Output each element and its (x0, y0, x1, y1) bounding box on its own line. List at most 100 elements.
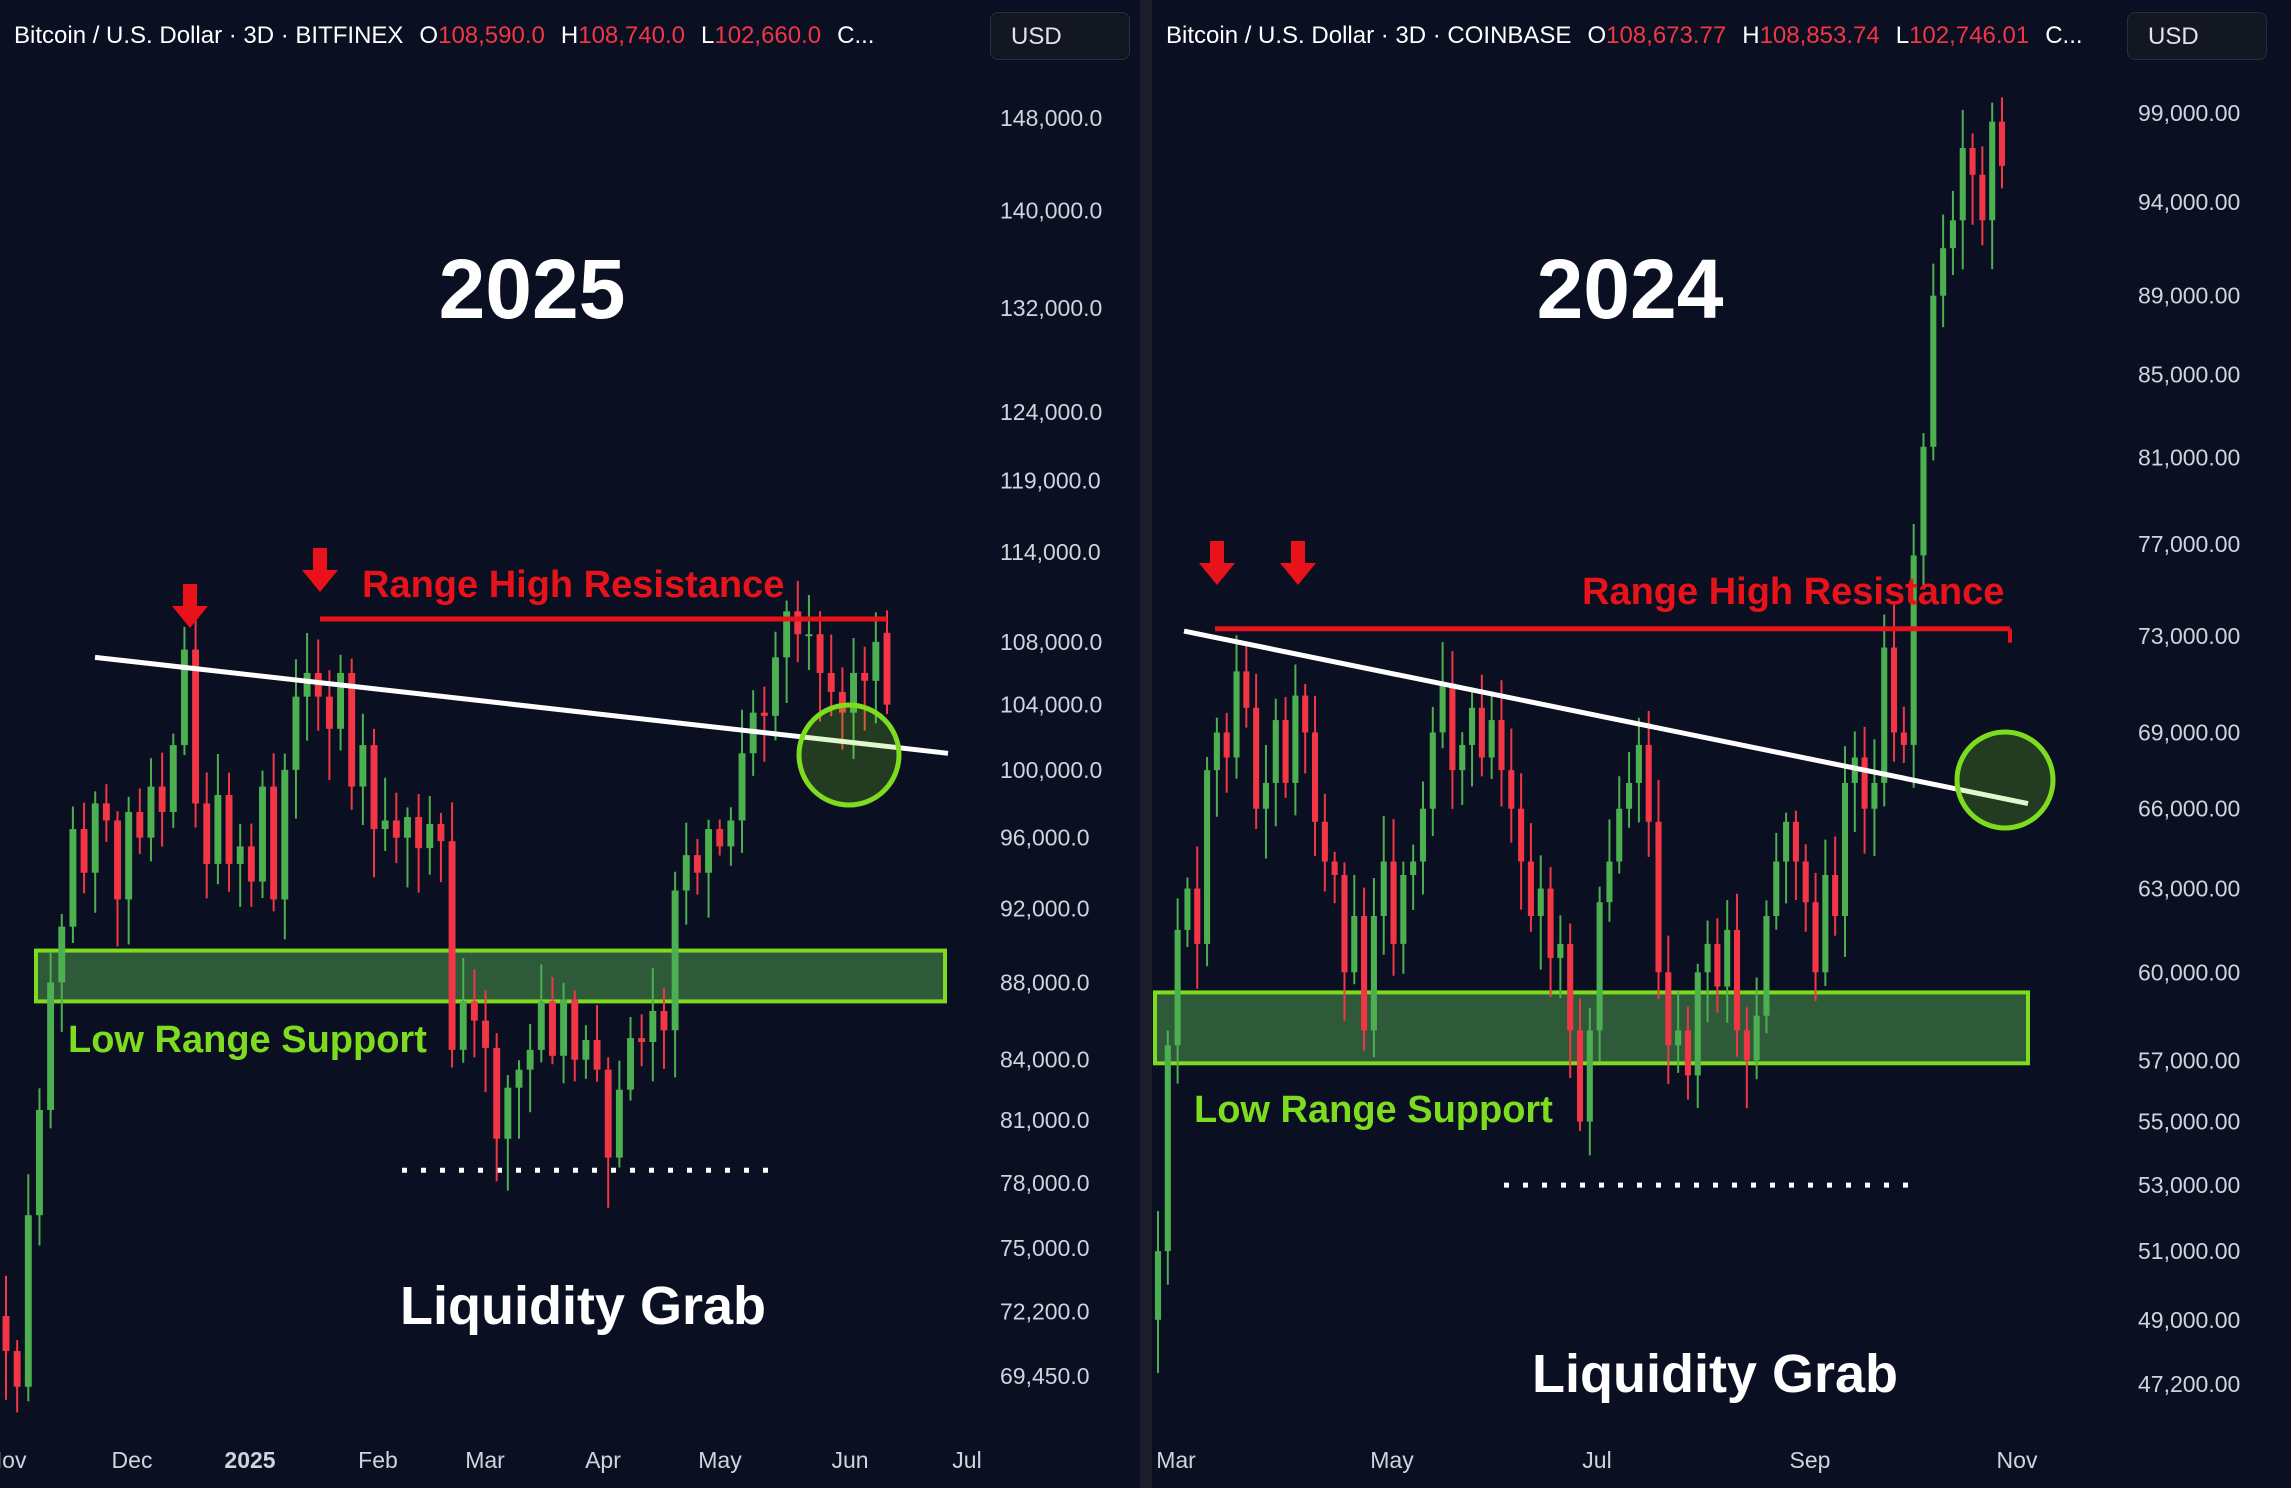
candle-body (482, 1020, 489, 1048)
candle-body (24, 1215, 32, 1387)
down-arrow-icon (172, 584, 208, 628)
y-axis-tick-label: 55,000.00 (2138, 1109, 2240, 1135)
liquidity-grab-label: Liquidity Grab (400, 1276, 766, 1336)
close-label: C... (837, 22, 875, 49)
candle-body (1900, 732, 1907, 745)
y-axis-tick-label: 77,000.00 (2138, 531, 2240, 557)
y-axis-tick-label: 81,000.0 (1000, 1107, 1090, 1133)
candle-body (1223, 732, 1230, 758)
candle-body (381, 820, 389, 830)
candle-body (459, 1001, 467, 1050)
candle-body (426, 823, 434, 849)
candle-body (214, 794, 222, 864)
y-axis-tick-label: 96,000.0 (1000, 825, 1090, 851)
candle-body (1792, 821, 1799, 862)
y-axis-tick-label: 108,000.0 (1000, 629, 1102, 655)
currency-button[interactable]: USD (2127, 12, 2267, 60)
candle-body (1361, 916, 1368, 1031)
x-axis-tick-label: Nov (0, 1447, 27, 1473)
liquidity-grab-label: Liquidity Grab (1532, 1344, 1898, 1404)
chart-title: 2025 (439, 242, 626, 336)
candle-body (760, 712, 768, 716)
candle-body (1459, 744, 1466, 771)
y-axis-tick-label: 47,200.00 (2138, 1371, 2240, 1397)
candle-body (1733, 929, 1741, 1031)
candle-body (1311, 732, 1319, 822)
high-label: H (1742, 22, 1760, 49)
candle-body (1694, 972, 1701, 1076)
candle-body (1449, 683, 1456, 771)
candle-body (1243, 671, 1250, 708)
y-axis-tick-label: 114,000.0 (1000, 539, 1101, 565)
candle-body (1518, 808, 1525, 862)
range-high-resistance-label: Range High Resistance (362, 564, 784, 606)
x-axis-tick-label: Sep (1790, 1447, 1831, 1473)
low-range-support-label: Low Range Support (68, 1019, 427, 1061)
candle-body (370, 745, 378, 830)
candle-body (1508, 770, 1515, 809)
breakout-highlight-circle (1954, 729, 2056, 831)
candle-body (114, 820, 121, 900)
candle-body (203, 803, 211, 864)
candle-body (537, 1001, 545, 1050)
candle-body (1891, 647, 1898, 733)
x-axis-tick-label: Mar (1156, 1447, 1196, 1473)
candle-body (504, 1087, 512, 1139)
candle-body (682, 855, 690, 891)
candle-body (1527, 861, 1534, 917)
ohlc-header: Bitcoin / U.S. Dollar · 3D · COINBASE O … (1166, 22, 2083, 52)
candle-body (604, 1069, 612, 1158)
candle-body (1635, 744, 1642, 783)
open-value: 108,590.0 (438, 22, 545, 49)
candle-body (493, 1047, 501, 1139)
candle-body (727, 820, 735, 847)
range-high-resistance-label: Range High Resistance (1582, 571, 2004, 613)
candle-body (872, 641, 880, 681)
candle-body (805, 634, 813, 637)
candle-body (738, 753, 746, 821)
candle-body (1419, 808, 1427, 862)
candle-body (2, 1316, 10, 1352)
candle-body (1537, 888, 1544, 917)
candle-body (303, 672, 311, 697)
x-axis-tick-label: Feb (358, 1447, 398, 1473)
candle-body (415, 817, 423, 849)
y-axis-tick-label: 92,000.0 (1000, 895, 1090, 921)
candle-body (1400, 874, 1407, 944)
high-value: 108,740.0 (578, 22, 685, 49)
candle-body (1253, 707, 1260, 809)
candle-body (582, 1040, 590, 1060)
candle-body (225, 794, 233, 864)
candle-body (1272, 720, 1279, 783)
candle-body (560, 999, 568, 1056)
symbol-label[interactable]: Bitcoin / U.S. Dollar · 3D · BITFINEX (14, 22, 404, 49)
down-arrow-icon (302, 548, 338, 592)
symbol-label[interactable]: Bitcoin / U.S. Dollar · 3D · COINBASE (1166, 22, 1572, 49)
candle-body (1665, 972, 1672, 1046)
chart-panel-2025: Bitcoin / U.S. Dollar · 3D · BITFINEX O … (0, 0, 1140, 1488)
candle-body (1370, 916, 1377, 1031)
low-label: L (701, 22, 715, 49)
currency-button[interactable]: USD (990, 12, 1130, 60)
candle-body (292, 696, 300, 770)
candle-body (1567, 943, 1574, 1031)
chart-canvas[interactable]: 2024 Range High Resistance Low Range Suppo… (1152, 0, 2291, 1488)
candle-body (1743, 1030, 1750, 1061)
chart-canvas[interactable]: 2025 Range High Resistance Low Range Suppo… (0, 0, 1140, 1488)
y-axis-tick-label: 72,200.0 (1000, 1298, 1090, 1324)
candle-body (136, 811, 144, 838)
candle-body (1478, 707, 1485, 758)
y-axis-tick-label: 119,000.0 (1000, 468, 1101, 494)
x-axis-tick-label: Mar (465, 1447, 505, 1473)
panel-divider[interactable] (1140, 0, 1152, 1488)
candle-body (437, 823, 445, 842)
candle-body (13, 1351, 21, 1387)
candle-body (571, 999, 579, 1060)
x-axis-tick-label: Jul (1582, 1447, 1611, 1473)
candle-body (47, 982, 55, 1110)
candle-body (861, 672, 869, 681)
candle-body (80, 829, 88, 873)
candle-body (158, 786, 166, 812)
candle-body (259, 786, 266, 882)
candle-body (1773, 861, 1780, 917)
